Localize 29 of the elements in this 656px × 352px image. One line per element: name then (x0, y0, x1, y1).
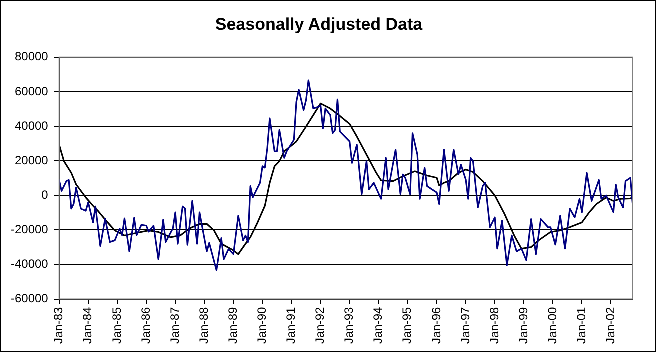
y-tick-label: 80000 (14, 50, 49, 64)
y-tick-label: 40000 (14, 118, 49, 133)
y-tick-label: 20000 (14, 153, 49, 168)
y-tick-label: 0 (42, 188, 49, 202)
x-tick-label: Jan-01 (574, 306, 588, 344)
y-tick-label: -40000 (10, 257, 49, 272)
x-tick-label: Jan-86 (138, 306, 153, 344)
x-tick-label: Jan-00 (545, 306, 560, 344)
x-tick-label: Jan-83 (52, 306, 66, 344)
x-tick-label: Jan-91 (284, 306, 298, 344)
y-tick-label: -60000 (10, 292, 49, 306)
x-tick-label: Jan-96 (429, 306, 444, 344)
x-tick-label: Jan-88 (196, 306, 211, 344)
x-tick-label: Jan-85 (110, 306, 124, 344)
x-tick-label: Jan-97 (458, 306, 472, 344)
x-tick-label: Jan-94 (371, 306, 386, 344)
x-tick-label: Jan-89 (226, 306, 240, 344)
x-tick-label: Jan-92 (313, 306, 328, 344)
y-tick-label: -20000 (10, 222, 49, 237)
x-tick-label: Jan-87 (168, 306, 182, 344)
x-tick-label: Jan-02 (604, 306, 618, 344)
x-tick-label: Jan-98 (487, 306, 502, 344)
y-tick-label: 60000 (14, 84, 49, 98)
x-tick-label: Jan-93 (342, 306, 356, 344)
x-tick-label: Jan-90 (254, 306, 269, 344)
x-tick-label: Jan-95 (400, 306, 414, 344)
x-tick-label: Jan-99 (516, 306, 530, 344)
x-tick-label: Jan-84 (80, 306, 95, 344)
chart-title: Seasonally Adjusted Data (215, 14, 424, 34)
